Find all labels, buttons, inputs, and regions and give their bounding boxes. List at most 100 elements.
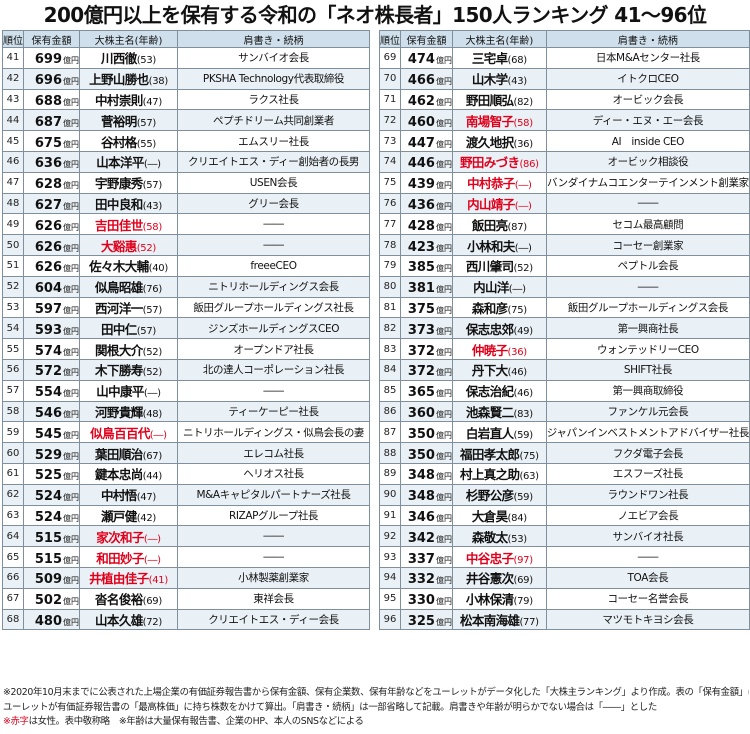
- amount-unit: 億円: [435, 534, 452, 544]
- shareholder-name-cell: 村上真之助(63): [451, 462, 547, 485]
- amount-unit: 億円: [63, 326, 79, 336]
- shareholder-name: 鍵本忠尚: [95, 467, 143, 483]
- amount-unit: 億円: [435, 264, 452, 274]
- shareholder-name: 山本洋平: [96, 155, 144, 171]
- shareholder-name-cell: 大倉昊(84): [451, 504, 547, 527]
- shareholder-name-cell: 谷村格(55): [79, 130, 178, 152]
- footnote-line: ユーレットが有価証券報告書の「最高株価」に持ち株数をかけて算出。「肩書き・続柄」…: [3, 701, 657, 713]
- position-cell: ――: [545, 275, 750, 298]
- shareholder-name: 宇野康秀: [95, 176, 143, 192]
- rank-cell: 53: [2, 296, 24, 319]
- amount-cell: 474億円: [400, 47, 453, 69]
- rank-cell: 41: [2, 47, 24, 69]
- table-row: 79 385億円 西川肇司(52) ペプトル会長: [379, 254, 750, 277]
- shareholder-name-cell: 宇野康秀(57): [79, 171, 178, 194]
- rank-cell: 72: [379, 109, 401, 132]
- rank-cell: 63: [2, 504, 24, 527]
- amount-cell: 423億円: [400, 234, 453, 256]
- shareholder-name-cell: 白岩直人(59): [451, 421, 547, 444]
- rank-cell: 49: [2, 213, 24, 236]
- shareholder-name-cell: 井植由佳子(41): [79, 566, 178, 589]
- shareholder-name: 河野貴輝: [95, 404, 143, 420]
- position-cell: AI inside CEO: [545, 130, 750, 152]
- amount-cell: 462億円: [400, 88, 453, 111]
- amount-unit: 億円: [435, 118, 452, 128]
- amount-unit: 億円: [63, 617, 79, 627]
- table-row: 89 348億円 村上真之助(63) エスフーズ社長: [379, 462, 750, 485]
- table-row: 52 604億円 似鳥昭雄(76) ニトリホールディングス会長: [2, 275, 370, 298]
- amount-value: 515: [34, 530, 62, 546]
- shareholder-age: (58): [142, 221, 163, 233]
- amount-value: 342: [407, 530, 435, 546]
- amount-unit: 億円: [435, 305, 452, 315]
- amount-unit: 億円: [63, 555, 79, 565]
- table-row: 53 597億円 西河洋一(57) 飯田グループホールディングス社長: [2, 296, 370, 319]
- amount-cell: 636億円: [23, 150, 80, 173]
- table-row: 49 626億円 吉田佳世(58) ――: [2, 213, 370, 236]
- table-row: 77 428億円 飯田亮(87) セコム最高顧問: [379, 213, 750, 236]
- rank-cell: 68: [2, 608, 24, 631]
- amount-unit: 億円: [63, 118, 79, 128]
- shareholder-name-cell: 小林保清(79): [451, 587, 547, 610]
- amount-cell: 626億円: [23, 254, 80, 277]
- position-cell: 第一興商取締役: [545, 379, 750, 402]
- amount-unit: 億円: [435, 368, 452, 378]
- rank-header: 順位: [2, 30, 24, 48]
- table-row: 42 696億円 上野山勝也(38) PKSHA Technology代表取締役: [2, 67, 370, 90]
- amount-value: 381: [407, 281, 435, 297]
- shareholder-name-cell: 三宅卓(68): [451, 47, 547, 69]
- shareholder-age: (53): [507, 533, 528, 545]
- shareholder-age: (48): [142, 408, 163, 420]
- amount-value: 466: [407, 73, 435, 89]
- table-row: 71 462億円 野田順弘(82) オービック会長: [379, 88, 750, 111]
- shareholder-name: 菅裕明: [100, 113, 137, 129]
- position-cell: ――: [545, 546, 750, 568]
- table-row: 50 626億円 大谿惠(52) ――: [2, 234, 370, 256]
- amount-cell: 346億円: [400, 504, 453, 527]
- rank-cell: 93: [379, 546, 401, 568]
- shareholder-name: 松本南海雄: [459, 612, 520, 628]
- rank-cell: 71: [379, 88, 401, 111]
- shareholder-name-cell: 大谿惠(52): [79, 234, 178, 256]
- position-cell: クリエイトエス・ディー創始者の長男: [177, 150, 370, 173]
- shareholder-name-cell: 中村崇則(47): [79, 88, 178, 111]
- position-cell: ペプトル会長: [545, 254, 750, 277]
- amount-value: 346: [407, 509, 435, 525]
- table-row: 54 593億円 田中仁(57) ジンズホールディングスCEO: [2, 317, 370, 340]
- shareholder-age: (83): [513, 408, 534, 420]
- header-row: 順位 保有金額 大株主名(年齢) 肩書き・続柄: [2, 30, 370, 48]
- amount-value: 554: [34, 385, 62, 401]
- amount-unit: 億円: [435, 409, 452, 419]
- shareholder-name-cell: 沓名俊裕(69): [79, 587, 178, 610]
- amount-value: 462: [407, 93, 435, 109]
- rank-cell: 42: [2, 67, 24, 90]
- amount-value: 502: [34, 593, 62, 609]
- amount-cell: 436億円: [400, 192, 453, 215]
- amount-unit: 億円: [435, 222, 452, 232]
- shareholder-name-cell: 仲暁子(36): [451, 338, 547, 360]
- shareholder-name-cell: 鍵本忠尚(44): [79, 462, 178, 485]
- shareholder-age: (―): [514, 242, 532, 254]
- rank-cell: 43: [2, 88, 24, 111]
- position-cell: ヘリオス社長: [177, 462, 370, 485]
- table-row: 87 350億円 白岩直人(59) ジャパンインベストメントアドバイザー社長: [379, 421, 750, 444]
- rank-cell: 81: [379, 296, 401, 319]
- amount-cell: 373億円: [400, 317, 453, 340]
- shareholder-name-cell: 山木学(43): [451, 67, 547, 90]
- shareholder-name-cell: 瀬戸健(42): [79, 504, 178, 527]
- shareholder-name-cell: 木下勝寿(52): [79, 358, 178, 381]
- shareholder-age: (58): [513, 117, 534, 129]
- rank-cell: 56: [2, 358, 24, 381]
- amount-unit: 億円: [435, 181, 452, 191]
- table-row: 84 372億円 丹下大(46) SHIFT社長: [379, 358, 750, 381]
- amount-cell: 515億円: [23, 525, 80, 548]
- table-row: 75 439億円 中村恭子(―) バンダイナムコエンターテインメント創業家: [379, 171, 750, 194]
- amount-cell: 699億円: [23, 47, 80, 69]
- shareholder-age: (59): [513, 429, 534, 441]
- shareholder-name: 関根大介: [95, 342, 143, 358]
- table-row: 55 574億円 関根大介(52) オープンドア社長: [2, 338, 370, 360]
- shareholder-name: 佐々木大輔: [89, 259, 149, 275]
- shareholder-age: (75): [519, 450, 539, 462]
- amount-cell: 687億円: [23, 109, 80, 132]
- shareholder-age: (52): [136, 242, 157, 254]
